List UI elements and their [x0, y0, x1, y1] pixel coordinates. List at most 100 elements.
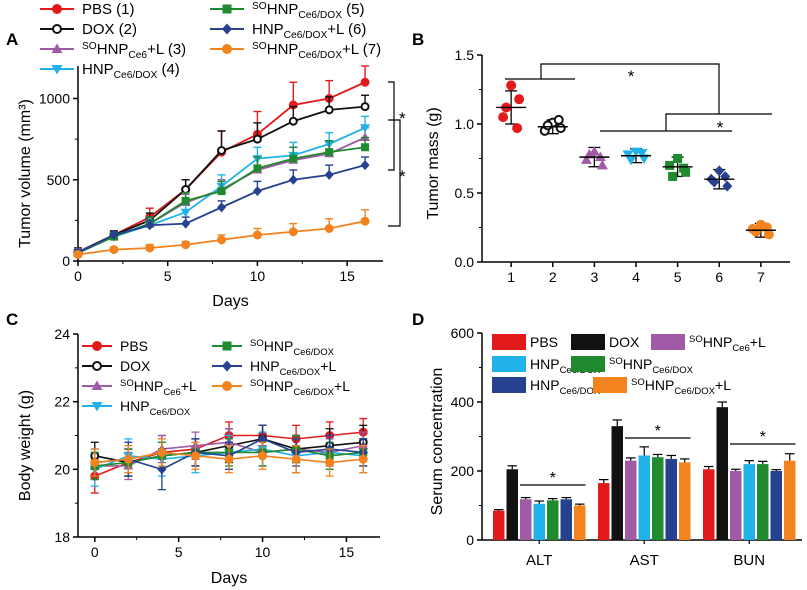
data-point [714, 165, 725, 177]
legend-label: HNPCe6/DOX [120, 398, 191, 418]
data-point [253, 164, 262, 173]
legend-item-3: SOHNPCe6+L [651, 334, 766, 354]
bar [679, 462, 691, 540]
legend-label: DOX [120, 358, 151, 374]
data-point [596, 159, 608, 170]
legend-label: HNPCe6/DOX+L [250, 358, 336, 378]
legend-marker [222, 341, 232, 351]
bar [598, 483, 610, 540]
data-point [673, 154, 683, 163]
data-point [252, 186, 262, 197]
legend-item-6: HNPCe6/DOX+L [212, 358, 336, 378]
data-point [325, 148, 334, 157]
bar [625, 460, 637, 540]
data-point [289, 154, 298, 163]
legend-marker [52, 24, 62, 34]
legend-swatch [593, 377, 627, 393]
data-point [252, 134, 262, 144]
data-point [217, 187, 226, 196]
legend-label: DOX [609, 334, 640, 350]
y-tick-label: 0 [466, 532, 474, 548]
y-tick-label: 0.5 [455, 185, 475, 201]
data-point [145, 220, 155, 231]
legend-item-5: SOHNPCe6/DOX [571, 356, 694, 376]
legend-item-3: SOHNPCe6+L [82, 378, 197, 398]
legend: PBS (1) DOX (2) SOHNPCe6+L (3)HNPCe6/DOX (… [40, 1, 381, 81]
significance-brackets: ** [505, 63, 772, 137]
legend-label: PBS (1) [82, 1, 135, 18]
bracket [388, 119, 401, 227]
data-point [679, 163, 689, 173]
significance-star: * [550, 470, 556, 487]
y-tick-label: 0.0 [455, 254, 475, 270]
x-tick-label: 10 [255, 544, 271, 560]
legend-label: HNPCe6/DOX (4) [82, 61, 180, 81]
data-point [361, 143, 370, 152]
data-point [291, 454, 301, 464]
bar [611, 426, 623, 540]
legend-marker [222, 360, 232, 372]
y-axis-label: Serum concentration [429, 368, 446, 516]
data-point [157, 447, 167, 457]
y-tick-label: 200 [451, 463, 475, 479]
legend-item-4: HNPCe6/DOX [82, 398, 191, 418]
data-point [217, 202, 227, 213]
x-tick-label: BUN [733, 552, 765, 569]
series-6 [73, 156, 370, 258]
y-axis-label: Body weight (g) [17, 390, 34, 501]
y-tick-label: 400 [451, 394, 475, 410]
data-point [145, 243, 155, 253]
x-tick-label: 0 [74, 268, 82, 284]
data-point [73, 250, 83, 259]
data-point [224, 454, 234, 464]
data-point [288, 116, 298, 126]
x-tick-label: 4 [632, 269, 640, 285]
y-tick-label: 1000 [39, 91, 70, 107]
data-point [324, 224, 334, 233]
legend-marker [222, 4, 232, 14]
y-tick-label: 18 [54, 529, 70, 545]
category-ast: AST * [598, 419, 691, 569]
data-point [636, 148, 648, 159]
bar [703, 469, 715, 540]
legend-item-3: SOHNPCe6+L (3) [40, 41, 186, 61]
legend-label: SOHNPCe6+L [120, 378, 197, 398]
bar [757, 464, 769, 540]
data-point [181, 240, 191, 250]
legend-swatch [492, 377, 526, 393]
legend-label: DOX (2) [82, 21, 137, 38]
group-4 [621, 147, 651, 166]
group-5 [662, 154, 693, 181]
legend-label: PBS [530, 334, 558, 350]
data-point [750, 226, 761, 237]
y-tick-label: 600 [451, 325, 475, 341]
significance-star: * [399, 109, 406, 128]
bracket [388, 81, 395, 171]
chart-c: 18 20 22 24 0 5 10 15 Days Body weight (g) PBS DOX S… [17, 326, 380, 587]
legend-marker [222, 23, 232, 35]
panel-label-a: A [6, 30, 18, 49]
legend-item-5: SOHNPCe6/DOX [212, 338, 335, 358]
data-point [181, 196, 190, 205]
data-point [555, 123, 566, 134]
x-tick-label: 5 [674, 269, 682, 285]
data-point [190, 451, 200, 461]
data-point [324, 169, 334, 180]
x-tick-label: 5 [175, 544, 183, 560]
legend-item-2: DOX (2) [40, 21, 137, 38]
group-1 [496, 80, 527, 134]
bar [506, 469, 518, 540]
legend-label: SOHNPCe6/DOX+L [631, 377, 731, 397]
x-tick-label: 2 [549, 269, 557, 285]
category-alt: ALT * [493, 465, 586, 569]
y-tick-label: 0 [62, 253, 70, 269]
legend-item-1: PBS [492, 334, 558, 350]
legend-item-2: DOX [82, 358, 151, 374]
data-point [181, 218, 191, 229]
data-point [580, 154, 592, 164]
data-point [181, 185, 191, 194]
bracket [540, 63, 720, 114]
